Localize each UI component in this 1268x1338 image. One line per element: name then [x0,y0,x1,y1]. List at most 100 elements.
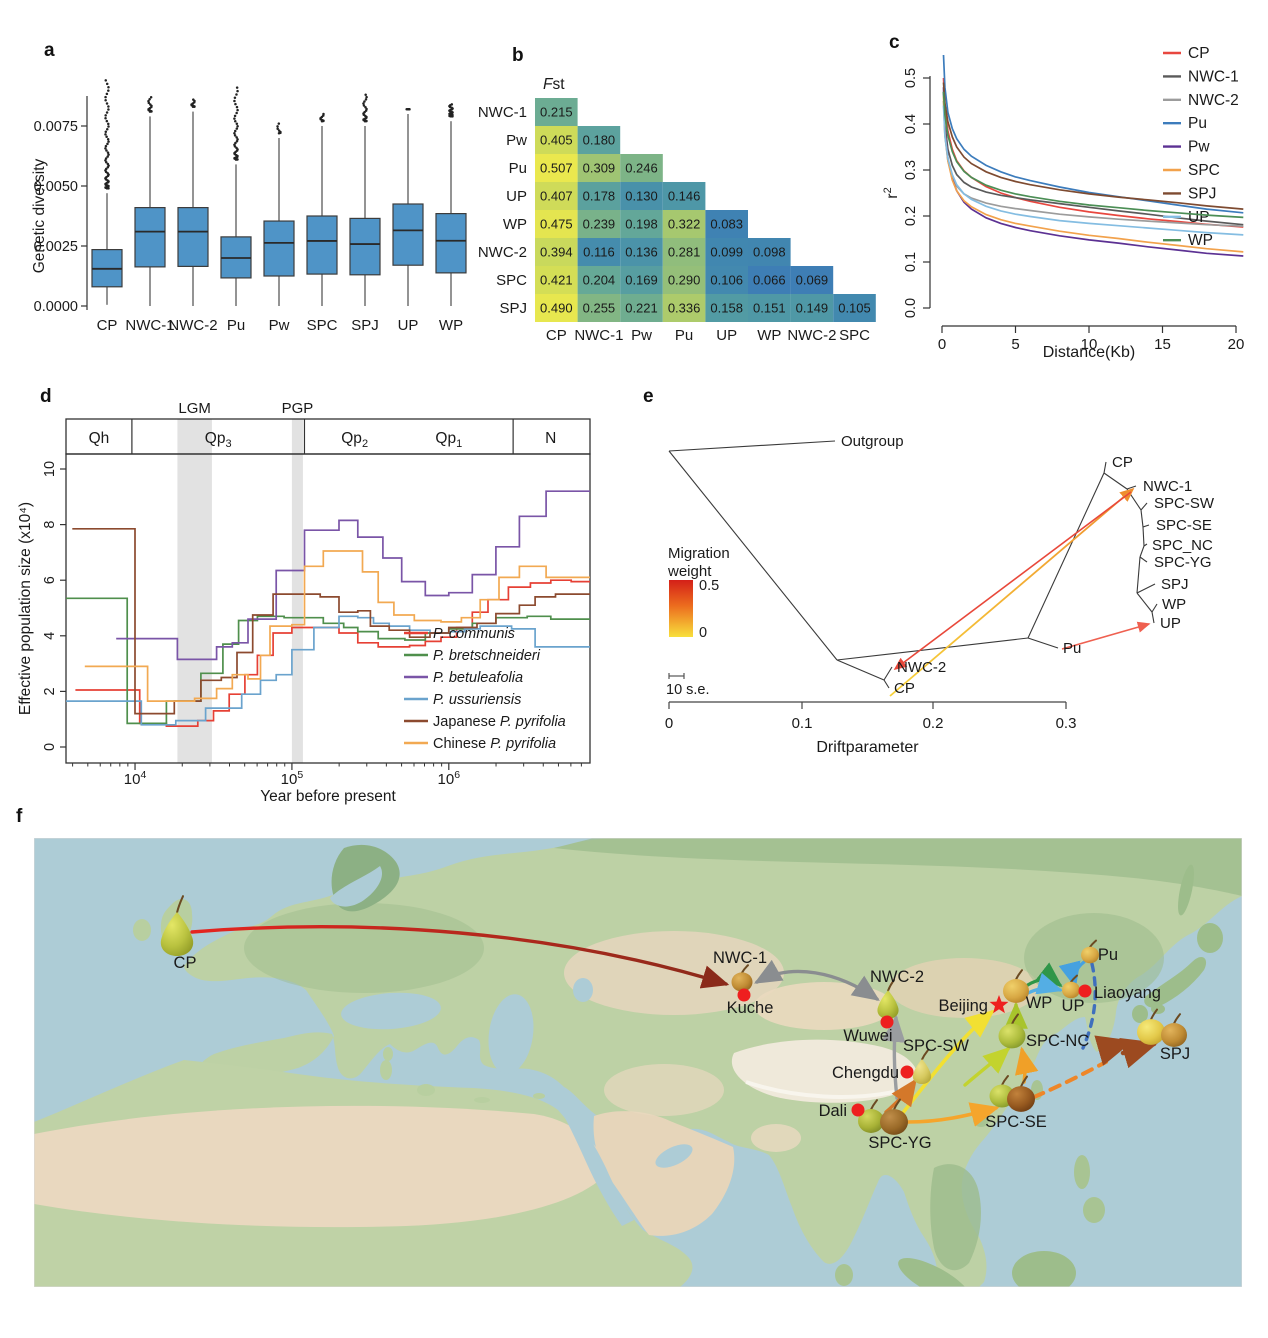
d-legend-italic: P. pyrifolia [490,736,556,752]
map-pear-icon-NWC-1 [731,964,753,992]
b-cell [790,266,834,294]
map-label-NWC-2: NWC-2 [870,968,924,986]
d-x-tick-exp: 6 [454,769,460,781]
map-arabia [593,1111,735,1236]
a-box-Pw [263,122,295,306]
b-cell-value: 0.136 [625,245,658,260]
a-outlier-dot [104,130,108,134]
panel-letter-a: a [44,40,55,61]
d-legend-label: P. betuleafolia [433,670,523,686]
d-epoch-label: Qh [89,430,110,447]
map-pear-body [858,1109,884,1133]
b-cell [748,294,791,322]
a-outlier-dot [105,149,108,152]
a-outlier-dot [235,111,238,115]
map-label-Wuwei: Wuwei [843,1027,892,1045]
a-y-tick-label: 0.0025 [34,239,78,255]
e-x-tick-label: 0.1 [792,715,813,732]
panel-letter-d: d [40,386,52,407]
a-outlier-dot [235,127,239,130]
map-philippines-luzon [1074,1155,1090,1189]
a-outlier-dot [104,99,107,102]
map-ireland [133,919,151,941]
map-japan-shikoku [1151,1004,1165,1014]
b-cell-value: 0.130 [625,189,658,204]
a-outlier-dot [364,93,367,97]
e-tree-edge [668,440,836,452]
a-outlier-dot [107,125,110,128]
a-box-rect [349,217,381,276]
map-label-UP: UP [1062,997,1085,1015]
a-outlier-dot [107,85,110,89]
a-outlier-dot [233,131,236,135]
a-outlier-dot [107,153,110,156]
b-row-label: NWC-1 [478,104,527,121]
map-pear-body [912,1059,932,1084]
map-route-pu-dashed-blue [1081,962,1097,1050]
c-x-axis-title: Distance(Kb) [1043,344,1135,361]
d-legend-label: P. communis [433,626,515,642]
c-legend-label: WP [1188,232,1213,249]
map-aral-sea [573,978,593,1002]
b-cell [662,182,706,210]
b-cell-value: 0.158 [710,301,743,316]
map-persian-gulf [655,1144,693,1168]
map-pear-body [1007,1086,1035,1112]
b-cell [705,210,748,238]
b-cell-value: 0.169 [625,273,658,288]
map-pear-stem [870,1099,878,1111]
b-cell [620,294,663,322]
e-tree-edge [1143,543,1148,547]
a-outlier-dot [236,89,239,93]
map-pear-icon-SPC-YG-b [880,1098,908,1135]
d-epoch-strip [65,418,591,455]
b-cell-value: 0.180 [583,133,616,148]
map-label-WP: WP [1026,994,1053,1012]
map-city-dot-Dali [851,1103,865,1117]
c-y-axis-title: r2 [882,187,901,198]
e-tip-label-SPC-YG: SPC-YG [1154,554,1212,571]
c-curve-UP [942,105,1244,236]
b-cell [535,266,578,294]
b-cell-value: 0.204 [583,273,616,288]
a-outlier-dot [234,119,237,123]
d-plot-box [65,453,591,764]
map-city-dot-Liaoyang [1078,984,1092,998]
e-tip-label-SPC_NC: SPC_NC [1152,537,1213,554]
map-city-dot-Chengdu [900,1065,914,1079]
map-city-dot-Wuwei [880,1015,894,1029]
a-outlier-dot [233,99,236,103]
map-philippines-mindanao [1083,1197,1105,1223]
a-outlier-dot [277,129,281,132]
map-pear-stem [1150,1008,1158,1021]
b-cell-value: 0.221 [625,301,658,316]
a-outlier-dot [104,133,107,136]
b-cell-value: 0.322 [668,217,701,232]
map-route-wp-to-up-lightblue [1026,972,1064,995]
d-legend-italic: P. communis [433,626,515,642]
map-route-nwc1-nwc2-gray [754,959,880,1001]
b-cell [535,154,578,182]
d-band-PGP [291,419,303,763]
b-cell-value: 0.336 [668,301,701,316]
c-curve-WP [942,91,1244,219]
d-y-tick-label: 0 [42,743,58,751]
c-y-tick-label: 0.2 [903,206,919,226]
b-cell [662,294,706,322]
b-cell-value: 0.394 [540,245,573,260]
a-box-rect [435,213,467,274]
a-outlier-dot [106,142,109,146]
e-tree-edge [1151,611,1155,624]
d-x-tick-base: 10 [438,771,455,788]
a-outlier-dot [148,97,151,101]
map-pear-stem [1173,1013,1181,1025]
map-pear-stem [1020,1075,1028,1088]
b-row-label: NWC-2 [478,244,527,261]
map-pear-stem [741,964,749,974]
map-label-Beijing: Beijing [938,997,988,1015]
e-tree-edge [1103,472,1128,490]
b-col-label: SPC [839,327,870,344]
c-curve-NWC-1 [942,91,1244,226]
d-y-tick-label: 6 [42,576,58,584]
